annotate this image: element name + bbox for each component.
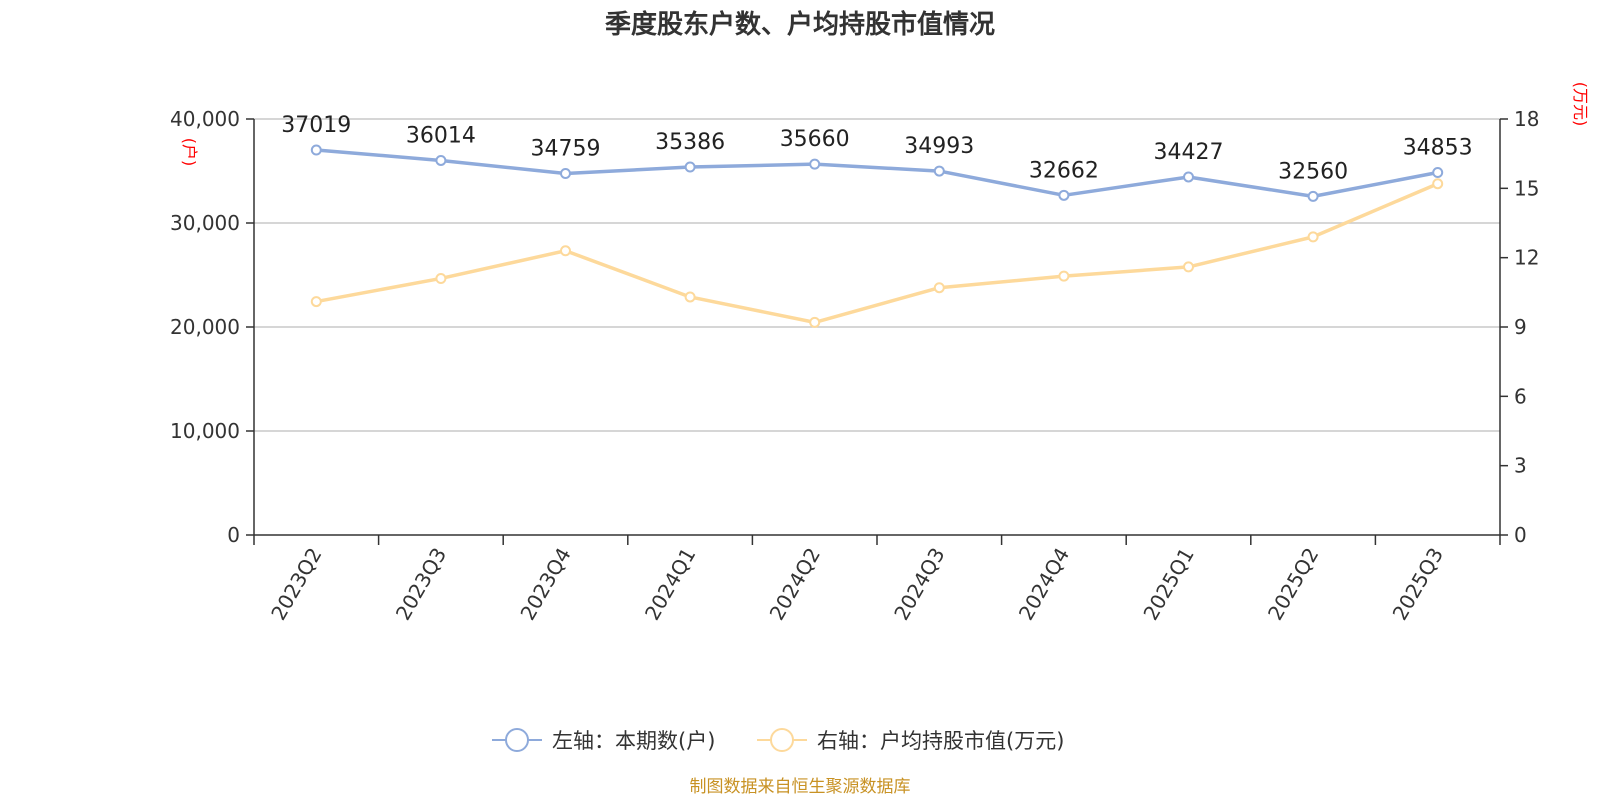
data-label: 35660 [780,127,850,152]
left-tick-label: 30,000 [170,211,240,235]
data-point [560,245,571,257]
data-point [1183,261,1194,273]
left-axis-ticks: 0 10,000 20,000 30,000 40,000 [170,107,254,547]
x-tick-label: 2023Q2 [266,544,326,625]
right-tick-label: 0 [1514,523,1527,547]
legend-marker [770,728,794,752]
data-point [933,282,945,294]
data-point [684,161,696,173]
data-label: 36014 [406,123,476,148]
data-label: 34759 [531,137,601,162]
x-tick-label: 2024Q2 [765,544,825,625]
data-point [809,158,821,170]
left-axis-unit: (户) [180,138,199,167]
data-point [684,291,696,303]
legend-label: 右轴：户均持股市值(万元) [817,729,1064,753]
data-point [1307,190,1319,202]
right-tick-label: 9 [1514,315,1527,339]
right-tick-label: 18 [1514,107,1539,131]
series-line [315,182,1439,325]
data-label: 34993 [904,134,974,159]
right-axis-unit: (万元) [1571,82,1590,127]
left-tick-label: 0 [227,523,240,547]
chart-title: 季度股东户数、户均持股市值情况 [605,9,995,40]
right-axis-ticks: 0 3 6 9 12 15 18 [1500,107,1539,547]
legend: 左轴：本期数(户) 右轴：户均持股市值(万元) [492,728,1064,753]
data-label: 32662 [1029,158,1099,183]
legend-marker [505,728,529,752]
left-tick-label: 40,000 [170,107,240,131]
data-point [435,154,447,166]
x-tick-label: 2025Q2 [1263,544,1323,625]
data-label: 35386 [655,130,725,155]
series-line [316,148,1439,199]
x-tick-label: 2023Q4 [515,544,575,625]
right-tick-label: 3 [1514,454,1527,478]
data-point [1058,189,1070,201]
data-point [1058,270,1070,282]
data-labels: 37019 36014 34759 35386 35660 34993 32662 34427… [281,113,1472,184]
series-layer [310,144,1444,328]
left-tick-label: 10,000 [170,419,240,443]
data-label: 34427 [1154,140,1224,165]
data-label: 32560 [1278,159,1348,184]
left-tick-label: 20,000 [170,315,240,339]
right-tick-label: 15 [1514,176,1539,200]
data-point [1432,178,1444,190]
legend-label: 左轴：本期数(户) [552,729,715,753]
x-tick-label: 2024Q1 [640,544,700,625]
x-axis-ticks: 2023Q2 2023Q3 2023Q4 2024Q1 2024Q2 2024Q3 2024… [253,535,1501,625]
data-label: 34853 [1403,136,1473,161]
legend-item: 左轴：本期数(户) [492,728,715,753]
right-tick-label: 12 [1514,246,1539,270]
x-tick-label: 2024Q3 [889,544,949,625]
data-point [310,144,322,156]
data-point [435,272,447,284]
data-point [1183,171,1194,183]
data-point [1307,231,1319,243]
x-tick-label: 2023Q3 [391,544,451,625]
x-tick-label: 2024Q4 [1014,544,1074,625]
data-point [310,296,322,308]
data-point [1432,167,1444,179]
data-point [809,316,821,328]
data-point [933,165,945,177]
data-point [560,168,571,180]
x-tick-label: 2025Q3 [1388,544,1448,625]
data-label: 37019 [281,113,351,138]
right-tick-label: 6 [1514,384,1527,408]
source-note: 制图数据来自恒生聚源数据库 [690,777,911,797]
legend-item: 右轴：户均持股市值(万元) [757,728,1064,753]
gridlines [254,118,1500,432]
x-tick-label: 2025Q1 [1138,544,1198,625]
